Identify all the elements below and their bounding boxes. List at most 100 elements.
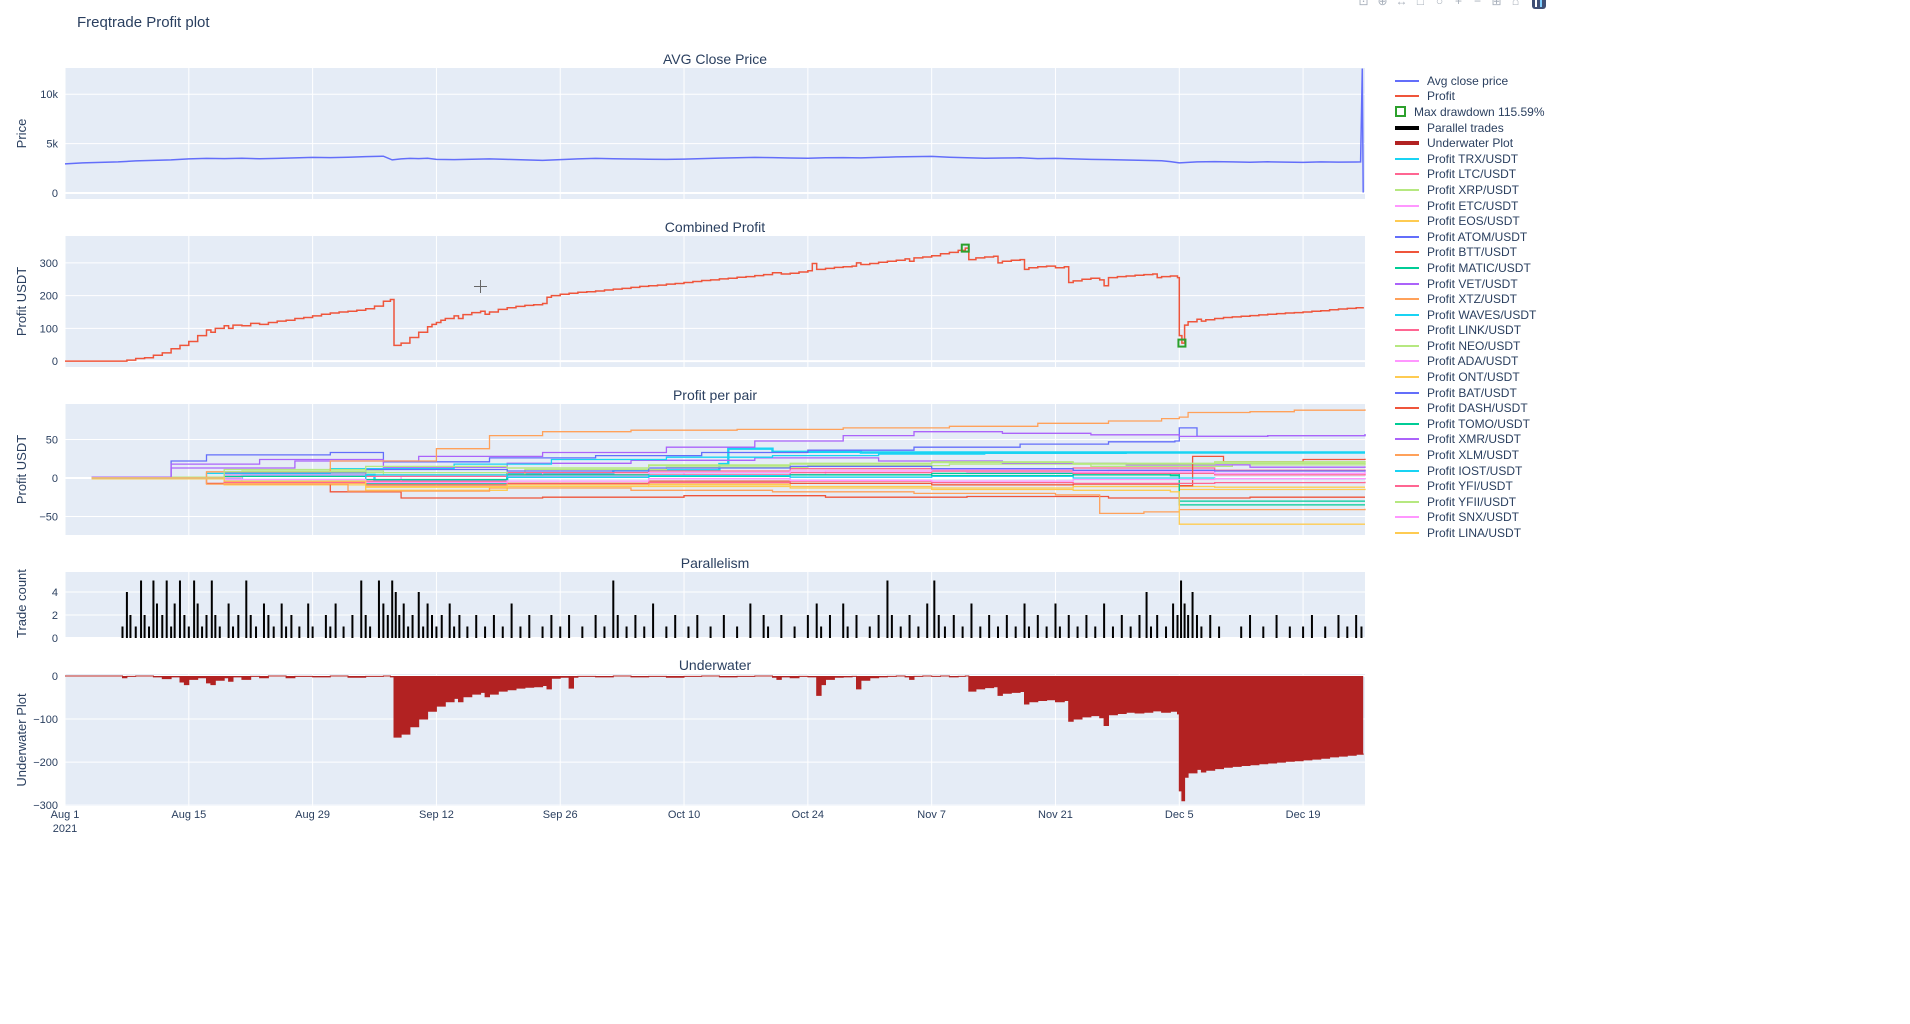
legend-swatch — [1395, 469, 1419, 472]
legend-label: Profit ETC/USDT — [1427, 198, 1519, 213]
legend-item[interactable]: Profit WAVES/USDT — [1395, 307, 1545, 323]
plotly-logo-icon[interactable] — [1532, 0, 1546, 9]
legend-item[interactable]: Profit BTT/USDT — [1395, 245, 1545, 261]
legend-item[interactable]: Max drawdown 115.59% — [1395, 104, 1545, 120]
legend-item[interactable]: Profit — [1395, 89, 1545, 105]
legend-swatch — [1395, 391, 1419, 394]
legend-item[interactable]: Underwater Plot — [1395, 135, 1545, 151]
autoscale-icon[interactable]: ⊞ — [1491, 0, 1502, 8]
legend-swatch — [1395, 204, 1419, 207]
subplot-title-combined-profit: Combined Profit — [664, 219, 766, 235]
legend-item[interactable]: Profit ETC/USDT — [1395, 198, 1545, 214]
legend-swatch — [1395, 516, 1419, 519]
subplot-title-parallelism: Parallelism — [680, 555, 750, 571]
legend-label: Profit TOMO/USDT — [1427, 416, 1530, 431]
legend-label: Profit LINK/USDT — [1427, 323, 1522, 338]
svg-text:2: 2 — [52, 610, 58, 622]
legend-swatch — [1395, 235, 1419, 238]
legend-label: Profit SNX/USDT — [1427, 510, 1520, 525]
x-tick-label: Nov 7 — [917, 809, 947, 821]
camera-icon[interactable]: ⊡ — [1358, 0, 1369, 8]
x-tick-label: Dec 5 — [1164, 809, 1194, 821]
legend-swatch — [1395, 266, 1419, 269]
zoom-icon[interactable]: ⊕ — [1377, 0, 1388, 8]
legend-swatch — [1395, 157, 1419, 160]
legend-item[interactable]: Profit DASH/USDT — [1395, 400, 1545, 416]
svg-text:0: 0 — [52, 671, 58, 683]
y-axis-title-underwater-plot: Underwater Plot — [14, 693, 29, 787]
legend-item[interactable]: Profit XTZ/USDT — [1395, 291, 1545, 307]
y-axis-title-price: Price — [14, 118, 29, 149]
x-tick-label: Aug 29 — [295, 809, 331, 821]
reset-axes-icon[interactable]: ⌂ — [1511, 0, 1520, 8]
legend-item[interactable]: Parallel trades — [1395, 120, 1545, 136]
legend-item[interactable]: Profit YFII/USDT — [1395, 494, 1545, 510]
x-axis-tick-labels: Aug 1 2021 Aug 15 Aug 29 Sep 12 Sep 26 Oct 10 O… — [0, 808, 1400, 842]
legend-item[interactable]: Profit TRX/USDT — [1395, 151, 1545, 167]
box-select-icon[interactable]: □ — [1416, 0, 1425, 8]
legend-label: Profit XTZ/USDT — [1427, 292, 1518, 307]
legend-item[interactable]: Profit YFI/USDT — [1395, 478, 1545, 494]
legend-label: Profit EOS/USDT — [1427, 214, 1520, 229]
x-tick-label: Dec 19 — [1285, 809, 1321, 821]
svg-text:−200: −200 — [33, 757, 58, 769]
legend-item[interactable]: Profit XMR/USDT — [1395, 432, 1545, 448]
legend-item[interactable]: Profit ATOM/USDT — [1395, 229, 1545, 245]
legend-label: Avg close price — [1427, 73, 1509, 88]
legend-label: Profit TRX/USDT — [1427, 151, 1519, 166]
legend-swatch — [1395, 313, 1419, 316]
legend-label: Profit DASH/USDT — [1427, 401, 1528, 416]
svg-text:−100: −100 — [33, 714, 58, 726]
legend-label: Profit LTC/USDT — [1427, 167, 1517, 182]
legend-label: Profit XRP/USDT — [1427, 182, 1520, 197]
svg-text:50: 50 — [46, 434, 58, 446]
crosshair-cursor — [474, 280, 487, 293]
legend-item[interactable]: Avg close price — [1395, 73, 1545, 89]
legend-item[interactable]: Profit EOS/USDT — [1395, 213, 1545, 229]
legend-item[interactable]: Profit VET/USDT — [1395, 276, 1545, 292]
legend-item[interactable]: Profit SNX/USDT — [1395, 510, 1545, 526]
legend-item[interactable]: Profit LTC/USDT — [1395, 167, 1545, 183]
legend-item[interactable]: Profit LINK/USDT — [1395, 323, 1545, 339]
legend-label: Profit BTT/USDT — [1427, 245, 1518, 260]
subplot-title-underwater: Underwater — [678, 657, 752, 673]
legend-item[interactable]: Profit TOMO/USDT — [1395, 416, 1545, 432]
legend-label: Profit VET/USDT — [1427, 276, 1518, 291]
legend-label: Profit WAVES/USDT — [1427, 307, 1537, 322]
legend-swatch — [1395, 298, 1419, 301]
legend-swatch — [1395, 344, 1419, 347]
legend-swatch — [1395, 532, 1419, 535]
legend-swatch — [1395, 220, 1419, 223]
plot-canvas[interactable]: 0 5k 10k 0 100 200 300 −50 0 50 0 2 4 0 −100 −200 −300 — [0, 0, 1380, 842]
legend-swatch — [1395, 188, 1419, 191]
legend-label: Profit LINA/USDT — [1427, 526, 1522, 541]
legend-item[interactable]: Profit ADA/USDT — [1395, 354, 1545, 370]
legend-label: Profit NEO/USDT — [1427, 338, 1521, 353]
lasso-select-icon[interactable]: ○ — [1435, 0, 1444, 8]
legend-item[interactable]: Profit MATIC/USDT — [1395, 260, 1545, 276]
legend-label: Profit ADA/USDT — [1427, 354, 1519, 369]
page-title: Freqtrade Profit plot — [77, 14, 210, 31]
y-axis-title-trade-count: Trade count — [14, 569, 29, 638]
subplot-title-profit-per-pair: Profit per pair — [672, 387, 758, 403]
legend-item[interactable]: Profit LINA/USDT — [1395, 525, 1545, 541]
legend-item[interactable]: Profit XRP/USDT — [1395, 182, 1545, 198]
legend-swatch — [1395, 438, 1419, 441]
legend-swatch — [1395, 407, 1419, 410]
legend-swatch — [1395, 422, 1419, 425]
legend-swatch — [1395, 360, 1419, 363]
legend-item[interactable]: Profit NEO/USDT — [1395, 338, 1545, 354]
legend-item[interactable]: Profit BAT/USDT — [1395, 385, 1545, 401]
legend-item[interactable]: Profit XLM/USDT — [1395, 447, 1545, 463]
x-tick-label: Aug 1 2021 — [50, 809, 80, 835]
legend-label: Underwater Plot — [1427, 136, 1514, 151]
legend-item[interactable]: Profit IOST/USDT — [1395, 463, 1545, 479]
zoom-out-icon[interactable]: − — [1473, 0, 1481, 8]
legend-item[interactable]: Profit ONT/USDT — [1395, 369, 1545, 385]
legend-label: Profit ONT/USDT — [1427, 370, 1520, 385]
legend-swatch — [1395, 500, 1419, 503]
svg-text:0: 0 — [52, 188, 58, 200]
pan-icon[interactable]: ↔ — [1395, 0, 1408, 8]
svg-text:−50: −50 — [39, 512, 58, 524]
zoom-in-icon[interactable]: + — [1454, 0, 1462, 8]
